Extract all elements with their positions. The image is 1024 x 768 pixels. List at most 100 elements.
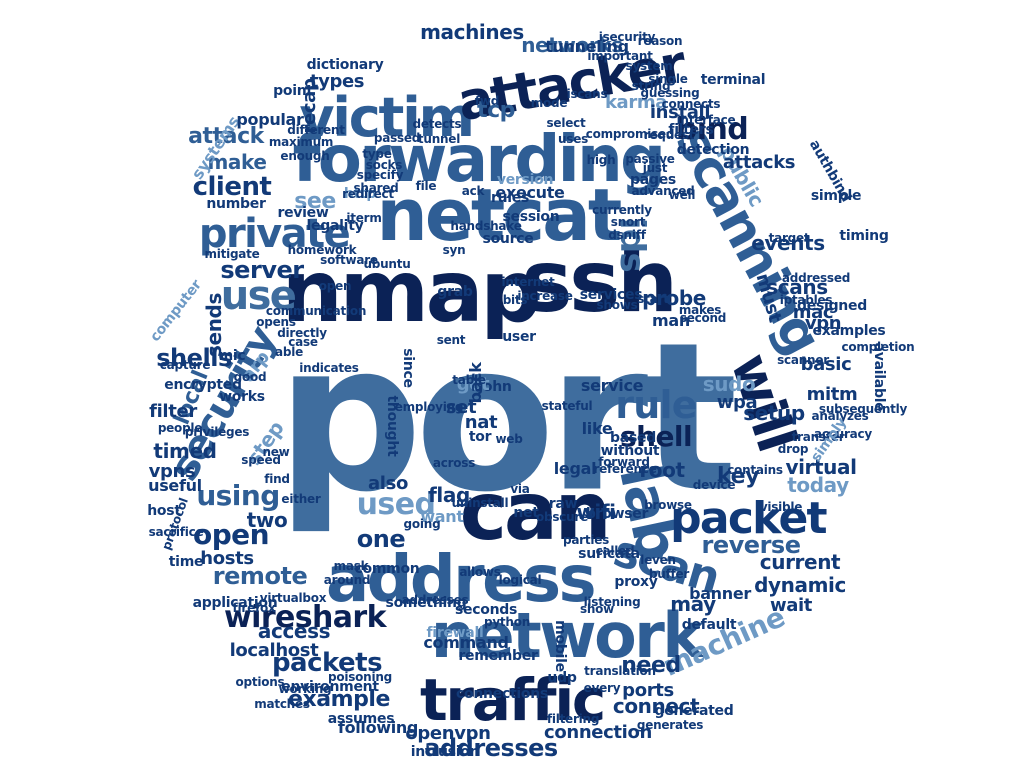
word-services: services <box>579 287 643 303</box>
word-mac: mac <box>792 302 834 323</box>
word-wifi: wifi <box>576 500 616 524</box>
word-machines: machines <box>420 20 524 44</box>
word-sudo: sudo <box>702 372 756 396</box>
word-source: source <box>482 231 534 247</box>
word-service: service <box>580 376 644 395</box>
word-tcp: tcp <box>477 98 515 123</box>
word-nmap: nmap <box>281 242 542 342</box>
word-specify: specify <box>356 168 404 182</box>
word-reference: reference <box>593 462 657 476</box>
word-rule: rule <box>615 383 697 427</box>
word-via: via <box>510 482 530 496</box>
word-attacks: attacks <box>722 152 796 173</box>
word-analyzes: analyzes <box>811 409 869 423</box>
word-connections: connections <box>456 686 548 702</box>
word-timing: timing <box>839 228 889 244</box>
word-sent: sent <box>436 333 466 347</box>
word-want: want <box>420 507 464 526</box>
word-something: something <box>385 595 467 611</box>
word-matches: matches <box>254 697 310 711</box>
word-ack: ack <box>461 184 485 198</box>
word-working: working <box>278 682 332 696</box>
word-useful: useful <box>148 476 202 495</box>
word-different: different <box>287 123 345 137</box>
word-system: system <box>625 59 673 73</box>
word-net: net <box>513 505 539 521</box>
word-banner: banner <box>689 584 751 603</box>
word-host: host <box>147 503 181 519</box>
word-capture: capture <box>159 358 211 372</box>
word-get: get <box>456 374 490 395</box>
word-packet: packet <box>670 493 827 544</box>
word-make: make <box>207 150 267 174</box>
word-listening: listening <box>583 595 641 609</box>
word-single: single <box>648 72 688 86</box>
word-vpn: vpn <box>804 313 842 334</box>
word-based: based <box>610 430 656 446</box>
word-type: type <box>362 147 392 161</box>
word-ssh: ssh <box>521 232 678 332</box>
word-filters: filters <box>668 122 714 138</box>
word-packets: packets <box>271 648 383 678</box>
word-virtual: virtual <box>785 455 857 479</box>
word-across: across <box>432 456 476 470</box>
word-without: without <box>600 443 660 459</box>
word-firefox: firefox <box>232 601 276 615</box>
word-root: root <box>639 458 685 482</box>
word-session: session <box>502 209 560 225</box>
word-uninstall: uninstall <box>451 496 509 510</box>
word-wpa: wpa <box>716 392 758 413</box>
word-addressed: addressed <box>781 271 851 285</box>
word-good: good <box>233 370 267 384</box>
word-time: time <box>168 554 204 570</box>
word-version: version <box>496 172 554 188</box>
word-show: show <box>579 602 615 616</box>
word-example: example <box>287 687 391 712</box>
word-buffer: buffer <box>648 567 690 581</box>
word-currently: currently <box>592 203 652 217</box>
word-redirect: redirect <box>342 187 394 201</box>
word-may: may <box>670 592 716 616</box>
word-software: software <box>320 253 378 267</box>
word-localhost: localhost <box>229 640 319 661</box>
word-communication: communication <box>265 304 367 318</box>
word-scans: scans <box>766 275 828 299</box>
word-open: open <box>318 279 352 293</box>
word-socks: socks <box>365 158 403 172</box>
word-today: today <box>787 473 849 497</box>
word-also: also <box>368 473 408 494</box>
word-shells: shells <box>156 344 232 372</box>
word-seconds: seconds <box>454 602 518 618</box>
word-directly: directly <box>277 326 327 340</box>
word-need: need <box>621 653 681 678</box>
word-openvpn: openvpn <box>405 723 491 744</box>
word-table: table <box>452 373 486 387</box>
word-use: use <box>220 273 297 319</box>
word-passive: passive <box>625 152 675 166</box>
word-find: find <box>264 472 290 486</box>
word-new: new <box>262 445 290 459</box>
word-detects: detects <box>412 117 462 131</box>
word-virtualbox: virtualbox <box>259 591 327 605</box>
word-interface: interface <box>676 113 736 127</box>
word-connects: connects <box>661 97 721 111</box>
word-internet: internet <box>501 275 555 289</box>
word-common: common <box>354 561 420 577</box>
word-victim: victim <box>299 86 475 149</box>
word-indicates: indicates <box>299 361 359 375</box>
word-http: http <box>343 186 377 202</box>
word-target: target <box>768 231 810 245</box>
word-suricata: suricata <box>578 546 640 562</box>
word-current: current <box>759 550 841 574</box>
word-default: default <box>681 617 737 633</box>
word-number: number <box>206 196 266 212</box>
word-private: private <box>198 211 351 257</box>
word-parties: parties <box>562 533 610 547</box>
word-types: types <box>309 71 365 92</box>
word-point: point <box>273 83 313 99</box>
word-wireshark: wireshark <box>224 600 387 635</box>
word-compromised: compromised <box>585 127 675 141</box>
word-ports: ports <box>622 680 674 701</box>
word-passed: passed <box>373 131 421 145</box>
word-subsequently: subsequently <box>818 402 908 416</box>
